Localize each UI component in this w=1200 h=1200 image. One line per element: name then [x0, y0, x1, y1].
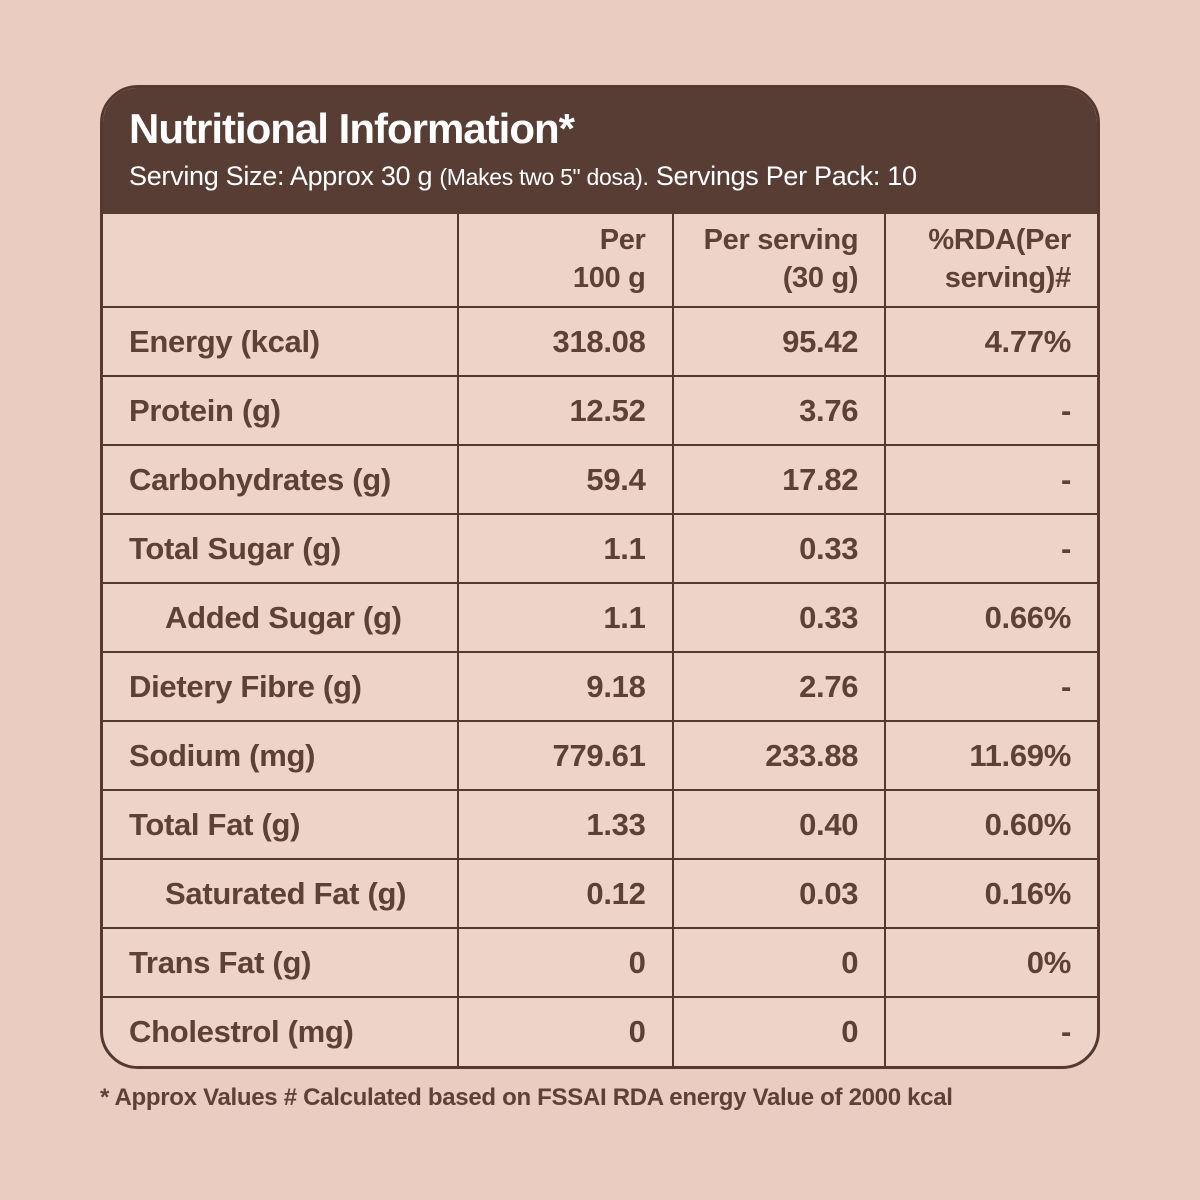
- value-rda: 0.60%: [884, 789, 1097, 860]
- serving-size-note: (Makes two 5" dosa).: [439, 164, 649, 191]
- value-per-100g: 779.61: [456, 720, 673, 791]
- value-rda: -: [884, 996, 1097, 1067]
- nutrition-table-header: Per 100 g Per serving (30 g) %RDA(Per se…: [103, 214, 1097, 308]
- table-row: Cholestrol (mg) 0 0-: [103, 996, 1097, 1067]
- value-rda: 11.69%: [884, 720, 1097, 791]
- value-per-serving: 0.33: [671, 513, 886, 584]
- value-per-serving: 95.42: [671, 306, 886, 377]
- value-rda: 0%: [884, 927, 1097, 998]
- value-per-100g: 1.33: [456, 789, 673, 860]
- header-row: Per 100 g Per serving (30 g) %RDA(Per se…: [103, 214, 1097, 308]
- table-row: Total Sugar (g) 1.1 0.33-: [103, 513, 1097, 584]
- table-row: Total Fat (g) 1.33 0.40 0.60%: [103, 789, 1097, 860]
- value-per-serving: 0.33: [671, 582, 886, 653]
- column-header-per-serving: Per serving (30 g): [671, 214, 886, 308]
- nutrient-label: Added Sugar (g): [103, 582, 458, 653]
- nutrition-card: Nutritional Information* Serving Size: A…: [100, 85, 1100, 1070]
- table-row: Trans Fat (g) 0 0 0%: [103, 927, 1097, 998]
- column-header-rda: %RDA(Per serving)#: [884, 214, 1097, 308]
- value-rda: 4.77%: [884, 306, 1097, 377]
- value-per-serving: 0.40: [671, 789, 886, 860]
- table-row: Sodium (mg) 779.61 233.88 11.69%: [103, 720, 1097, 791]
- value-per-serving: 0: [671, 927, 886, 998]
- value-rda: -: [884, 444, 1097, 515]
- column-header-nutrient: [103, 214, 458, 307]
- value-rda: -: [884, 513, 1097, 584]
- table-row: Protein (g) 12.52 3.76-: [103, 375, 1097, 446]
- value-per-100g: 9.18: [456, 651, 673, 722]
- nutrient-label: Carbohydrates (g): [103, 444, 458, 515]
- value-rda: -: [884, 651, 1097, 722]
- card-header: Nutritional Information* Serving Size: A…: [103, 88, 1097, 215]
- value-per-serving: 0: [671, 996, 886, 1067]
- nutrition-table: Per 100 g Per serving (30 g) %RDA(Per se…: [103, 214, 1097, 1067]
- page-title: Nutritional Information*: [129, 105, 575, 152]
- value-per-100g: 0: [456, 996, 673, 1067]
- table-row: Saturated Fat (g) 0.12 0.03 0.16%: [103, 858, 1097, 929]
- value-per-serving: 17.82: [671, 444, 886, 515]
- nutrient-label: Dietery Fibre (g): [103, 651, 458, 722]
- value-per-serving: 3.76: [671, 375, 886, 446]
- table-row: Added Sugar (g) 1.1 0.33 0.66%: [103, 582, 1097, 653]
- nutrient-label: Energy (kcal): [103, 306, 458, 377]
- nutrient-label: Total Fat (g): [103, 789, 458, 860]
- value-per-100g: 59.4: [456, 444, 673, 515]
- footnote: * Approx Values # Calculated based on FS…: [100, 1084, 953, 1111]
- value-rda: 0.16%: [884, 858, 1097, 929]
- servings-per-pack-text: Servings Per Pack: 10: [648, 161, 917, 192]
- nutrient-label: Trans Fat (g): [103, 927, 458, 998]
- value-per-100g: 1.1: [456, 582, 673, 653]
- column-header-per-100g: Per 100 g: [456, 214, 673, 308]
- value-rda: -: [884, 375, 1097, 446]
- value-per-serving: 0.03: [671, 858, 886, 929]
- value-per-100g: 0: [456, 927, 673, 998]
- value-per-serving: 2.76: [671, 651, 886, 722]
- value-per-100g: 1.1: [456, 513, 673, 584]
- table-row: Energy (kcal) 318.08 95.42 4.77%: [103, 306, 1097, 377]
- nutrient-label: Sodium (mg): [103, 720, 458, 791]
- nutrition-table-body: Energy (kcal) 318.08 95.42 4.77% Protein (g)…: [103, 306, 1097, 1067]
- value-per-100g: 318.08: [456, 306, 673, 377]
- value-per-100g: 0.12: [456, 858, 673, 929]
- value-rda: 0.66%: [884, 582, 1097, 653]
- table-row: Dietery Fibre (g) 9.18 2.76-: [103, 651, 1097, 722]
- serving-info: Serving Size: Approx 30 g (Makes two 5" …: [129, 160, 1071, 194]
- serving-size-text: Serving Size: Approx 30 g: [129, 161, 440, 192]
- table-row: Carbohydrates (g) 59.4 17.82-: [103, 444, 1097, 515]
- nutrient-label: Cholestrol (mg): [103, 996, 458, 1067]
- nutrient-label: Saturated Fat (g): [103, 858, 458, 929]
- value-per-100g: 12.52: [456, 375, 673, 446]
- nutrient-label: Protein (g): [103, 375, 458, 446]
- nutrient-label: Total Sugar (g): [103, 513, 458, 584]
- value-per-serving: 233.88: [671, 720, 886, 791]
